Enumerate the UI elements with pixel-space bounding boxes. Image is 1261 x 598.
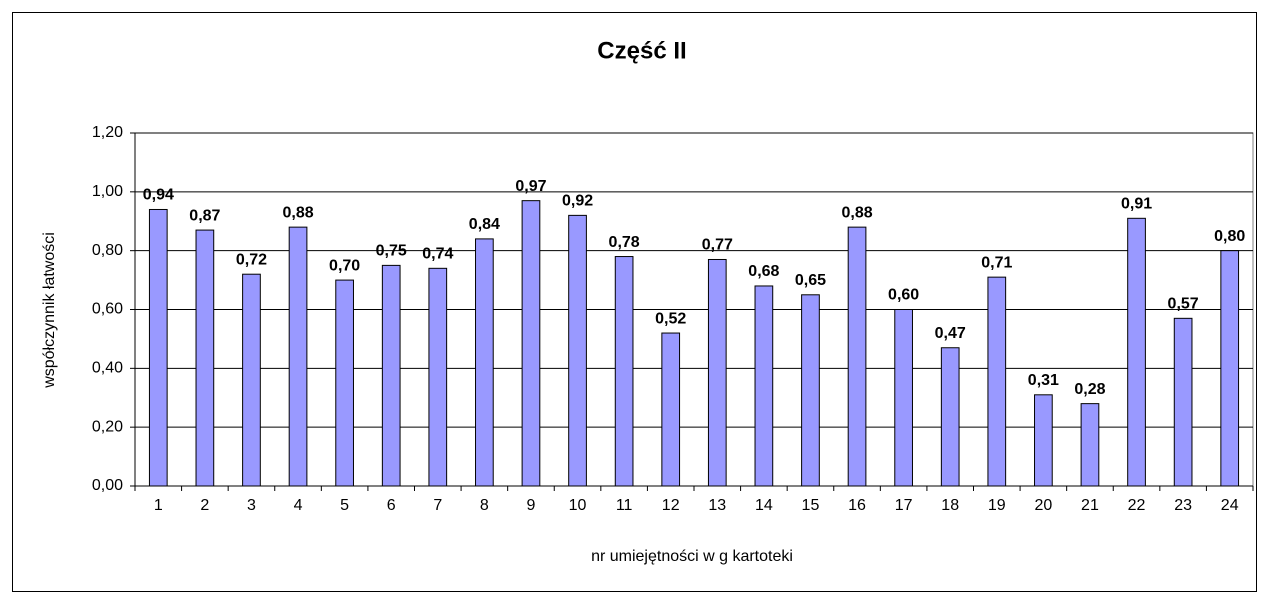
bar [707, 258, 727, 487]
data-label: 0,75 [376, 243, 407, 260]
x-axis-label: nr umiejętności w g kartoteki [591, 548, 793, 565]
x-tick-label: 8 [480, 497, 489, 514]
bar [381, 264, 401, 487]
y-axis-label: współczynnik łatwości [41, 232, 58, 389]
x-tick-label: 10 [569, 497, 587, 514]
bar [475, 238, 494, 487]
x-tick-label: 17 [895, 497, 913, 514]
data-label: 0,28 [1074, 381, 1105, 398]
x-tick-label: 24 [1221, 497, 1239, 514]
bar [195, 229, 215, 487]
x-tick-label: 20 [1034, 497, 1052, 514]
data-label: 0,68 [748, 263, 779, 280]
bar [242, 273, 261, 487]
bar [987, 276, 1007, 487]
x-tick-label: 14 [755, 497, 773, 514]
data-label: 0,88 [282, 204, 313, 221]
data-label: 0,65 [795, 272, 826, 289]
x-tick-label: 12 [662, 497, 680, 514]
y-tick-label: 0,20 [92, 418, 123, 435]
data-label: 0,52 [655, 310, 686, 327]
data-label: 0,94 [143, 187, 174, 204]
bar [1127, 217, 1146, 487]
data-label: 0,70 [329, 257, 360, 274]
bar [1220, 250, 1240, 487]
x-tick-label: 5 [340, 497, 349, 514]
chart-title: Część II [597, 37, 686, 64]
bar [428, 267, 448, 487]
x-tick-label: 3 [247, 497, 256, 514]
data-label: 0,87 [189, 207, 220, 224]
bar [661, 332, 681, 487]
bar [568, 214, 587, 487]
data-label: 0,60 [888, 287, 919, 304]
data-label: 0,31 [1028, 372, 1059, 389]
x-tick-label: 18 [941, 497, 959, 514]
data-label: 0,91 [1121, 196, 1152, 213]
x-tick-label: 15 [802, 497, 820, 514]
bar [894, 309, 913, 487]
bar [1173, 317, 1193, 487]
x-tick-label: 9 [527, 497, 536, 514]
x-tick-label: 2 [200, 497, 209, 514]
x-tick-label: 19 [988, 497, 1006, 514]
bar [288, 226, 308, 487]
x-tick-label: 6 [387, 497, 396, 514]
x-tick-label: 7 [433, 497, 442, 514]
data-label: 0,57 [1168, 296, 1199, 313]
bar [148, 208, 168, 487]
data-label: 0,77 [702, 237, 733, 254]
y-tick-label: 0,40 [92, 360, 123, 377]
data-label: 0,84 [469, 216, 500, 233]
x-tick-label: 23 [1174, 497, 1192, 514]
bar [801, 294, 820, 487]
data-label: 0,47 [935, 325, 966, 342]
x-tick-label: 4 [294, 497, 303, 514]
x-tick-label: 1 [154, 497, 163, 514]
y-tick-label: 1,00 [92, 183, 123, 200]
data-label: 0,97 [515, 178, 546, 195]
x-tick-label: 22 [1128, 497, 1146, 514]
x-tick-label: 11 [616, 497, 633, 514]
data-label: 0,88 [841, 204, 872, 221]
y-tick-label: 0,80 [92, 242, 123, 259]
data-label: 0,74 [422, 246, 453, 263]
y-tick-label: 1,20 [92, 124, 123, 141]
bar [1034, 394, 1053, 487]
x-tick-label: 21 [1081, 497, 1099, 514]
data-label: 0,92 [562, 193, 593, 210]
y-tick-label: 0,60 [92, 301, 123, 318]
x-tick-label: 13 [708, 497, 726, 514]
y-tick-label: 0,00 [92, 477, 123, 494]
bar [614, 256, 634, 487]
x-tick-label: 16 [848, 497, 866, 514]
bar [940, 347, 960, 487]
bar [847, 226, 867, 487]
data-label: 0,71 [981, 254, 1012, 271]
data-label: 0,78 [609, 234, 640, 251]
data-label: 0,72 [236, 251, 267, 268]
bar [335, 279, 354, 487]
bar [1080, 403, 1100, 487]
bar [754, 285, 774, 487]
bar [521, 200, 541, 487]
data-label: 0,80 [1214, 228, 1245, 245]
